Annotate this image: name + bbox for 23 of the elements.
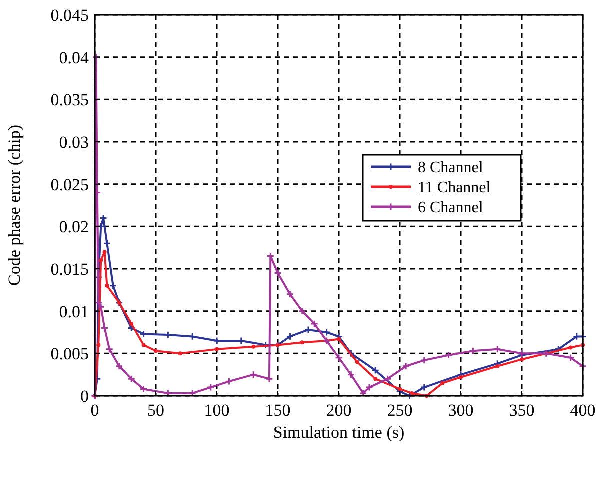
y-tick-label: 0.045 <box>50 6 89 25</box>
x-tick-label: 150 <box>265 401 291 420</box>
y-tick-label: 0.03 <box>59 132 89 152</box>
legend-label: 8 Channel <box>418 160 484 177</box>
y-tick-label: 0.01 <box>59 302 89 322</box>
x-axis-title: Simulation time (s) <box>273 423 405 442</box>
x-tick-label: 400 <box>570 401 596 420</box>
y-tick-label: 0 <box>80 386 89 406</box>
x-tick-label: 350 <box>509 401 535 420</box>
x-tick-label: 100 <box>204 401 230 420</box>
x-tick-label: 50 <box>148 401 164 420</box>
y-tick-label: 0.02 <box>59 218 89 237</box>
y-tick-label: 0.005 <box>50 344 89 364</box>
y-axis-title: Code phase error (chip) <box>5 125 24 286</box>
y-tick-label: 0.015 <box>50 260 89 279</box>
y-tick-label: 0.025 <box>50 175 89 194</box>
legend-label: 11 Channel <box>418 180 492 197</box>
y-tick-label: 0.035 <box>50 90 89 110</box>
legend-label: 6 Channel <box>418 200 484 217</box>
x-tick-label: 250 <box>387 401 413 420</box>
x-tick-label: 200 <box>326 401 352 420</box>
y-tick-label: 0.04 <box>59 48 90 68</box>
x-tick-label: 300 <box>448 401 474 420</box>
